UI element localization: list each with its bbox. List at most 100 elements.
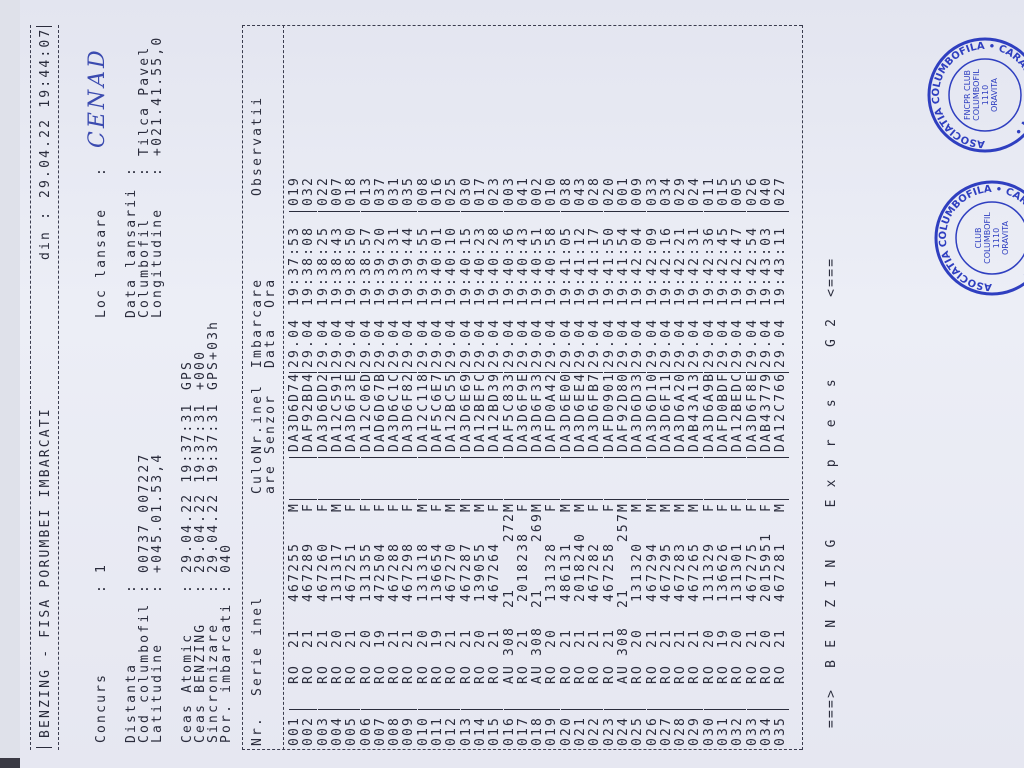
observation-number: 040 — [758, 175, 774, 206]
observation-number: 037 — [372, 175, 388, 206]
ring-year: 21 — [515, 627, 531, 648]
sex: F — [515, 502, 531, 513]
column-separator — [331, 211, 346, 212]
column-separator — [546, 709, 561, 710]
column-separator — [517, 211, 532, 212]
sex: M — [415, 502, 431, 513]
column-separator — [374, 457, 389, 458]
column-separator — [775, 211, 790, 212]
sensor-chip-id: DA12BC55 — [444, 371, 460, 452]
ring-year: 308 — [615, 625, 631, 656]
row-number: 030 — [701, 715, 717, 746]
column-separator — [760, 211, 775, 212]
row-number: 032 — [730, 715, 746, 746]
observation-number: 043 — [573, 175, 588, 206]
observation-number: 013 — [358, 175, 374, 206]
sensor-chip-id: DA12C118 — [415, 371, 431, 452]
column-separator — [617, 211, 632, 212]
boarding-date: 29.04 — [344, 317, 360, 368]
boarding-time: 19:42:04 — [630, 225, 646, 306]
header-senzor-2: Senzor — [263, 393, 278, 454]
column-separator — [360, 211, 375, 212]
column-separator — [303, 211, 318, 212]
ring-number: 21 — [530, 587, 546, 608]
ring-year: 21 — [458, 627, 474, 648]
column-separator — [532, 709, 547, 710]
sex: F — [358, 502, 374, 513]
ring-year: 20 — [630, 627, 646, 648]
observation-number: 041 — [515, 175, 531, 206]
column-separator — [389, 709, 404, 710]
observation-number: 022 — [315, 175, 331, 206]
boarding-time: 19:42:31 — [687, 225, 703, 306]
column-separator — [432, 499, 446, 500]
left-info-value: : +045.01.53,4 — [150, 452, 165, 593]
ring-number: 131301 — [730, 541, 746, 602]
observation-number: 017 — [472, 175, 488, 206]
row-number: 029 — [687, 715, 703, 746]
boarding-time: 19:43:11 — [773, 225, 789, 306]
column-separator — [732, 499, 747, 500]
sex: 272M — [501, 502, 517, 543]
observation-number: 035 — [401, 175, 417, 206]
print-date-value: 29.04.22 19:44:07 — [38, 27, 53, 198]
country-code: RO — [458, 663, 474, 684]
column-separator — [589, 709, 604, 710]
sensor-chip-id: DA3D6A9B — [701, 371, 717, 452]
ring-number: 467281 — [773, 541, 789, 602]
country-code: RO — [387, 663, 403, 684]
column-separator — [374, 211, 389, 212]
ring-number: 467264 — [487, 541, 503, 602]
observation-number: 034 — [658, 175, 674, 206]
sex: F — [587, 502, 603, 513]
boarding-time: 19:42:21 — [673, 225, 689, 306]
title-bottom-rule — [58, 25, 59, 750]
sex: M — [444, 502, 460, 513]
ring-number: 486131 — [558, 541, 574, 602]
boarding-date: 29.04 — [287, 317, 302, 368]
column-separator — [560, 457, 575, 458]
sensor-chip-id: DA3D6F82 — [401, 371, 417, 452]
country-code: RO — [372, 663, 388, 684]
header-bottom-rule — [283, 25, 284, 750]
column-separator — [303, 499, 318, 500]
row-number: 005 — [344, 715, 360, 746]
sensor-chip-id: DAF5C833 — [501, 371, 517, 452]
column-separator — [417, 211, 432, 212]
sensor-chip-id: DAFD0BDF — [716, 371, 731, 452]
ring-year: 21 — [587, 627, 603, 648]
country-code: RO — [773, 663, 789, 684]
sensor-chip-id: DA3D6D74 — [287, 371, 302, 452]
sensor-chip-id: DAF92D80 — [615, 371, 631, 452]
observation-number: 033 — [644, 175, 660, 206]
boarding-date: 29.04 — [658, 317, 674, 368]
ring-year: 21 — [558, 627, 574, 648]
sex: M — [673, 502, 689, 513]
country-code: RO — [701, 663, 717, 684]
column-separator — [346, 211, 361, 212]
ring-number: 467265 — [687, 541, 703, 602]
ring-year: 21 — [444, 627, 460, 648]
row-number: 027 — [658, 715, 674, 746]
sex: M — [644, 502, 660, 513]
column-separator — [560, 211, 575, 212]
boarding-time: 19:40:28 — [487, 225, 503, 306]
clock-info-label: Por. imbarcati — [219, 602, 234, 743]
column-separator — [632, 499, 647, 500]
observation-number: 038 — [558, 175, 574, 206]
country-code: AU — [615, 663, 631, 684]
row-number: 001 — [287, 715, 302, 746]
title-right-bar — [36, 26, 52, 27]
ring-number: 467295 — [658, 541, 674, 602]
ring-number: 131329 — [701, 541, 717, 602]
table-top-rule — [242, 25, 243, 750]
column-separator — [303, 709, 318, 710]
column-separator — [617, 499, 632, 500]
ring-year: 19 — [716, 627, 731, 648]
boarding-date: 29.04 — [587, 317, 603, 368]
sex: F — [601, 502, 617, 513]
boarding-date: 29.04 — [430, 317, 445, 368]
loc-lansare-handwritten: CENAD — [85, 47, 110, 148]
country-code: RO — [358, 663, 374, 684]
ring-year: 21 — [315, 627, 331, 648]
